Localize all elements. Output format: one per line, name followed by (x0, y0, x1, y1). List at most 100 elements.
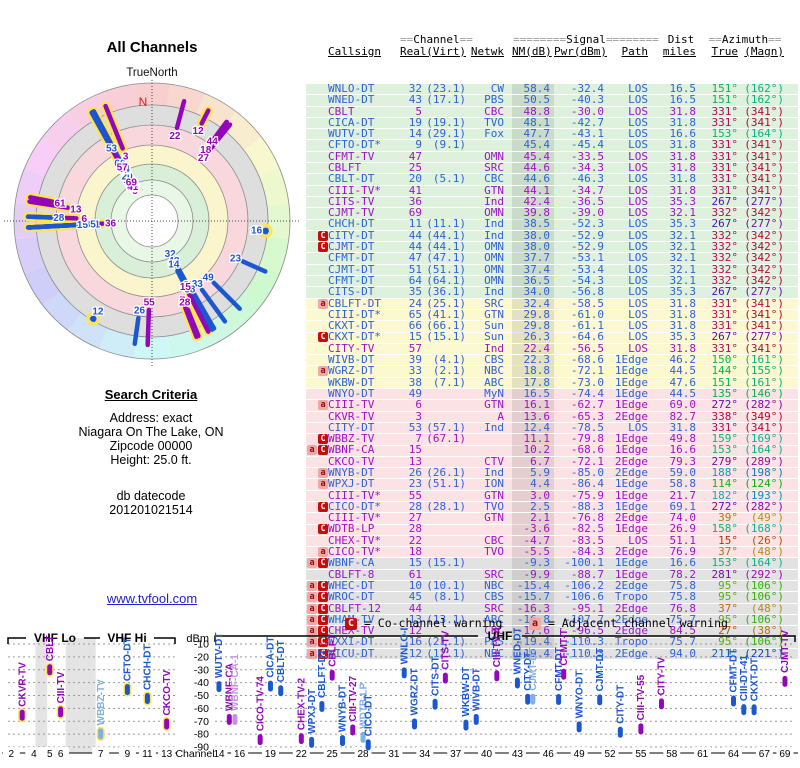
polar-bar (185, 307, 201, 339)
tvfool-link[interactable]: www.tvfool.com (106, 591, 198, 606)
tick-bg (158, 747, 176, 759)
station-label: WNED-DT (513, 628, 524, 675)
cell-path: 1Edge (614, 556, 648, 570)
cell-callsign: CITY-DT (328, 420, 375, 434)
cell-real: 57 (408, 341, 422, 355)
cell-netwk: PBS (484, 635, 504, 649)
cell-path: LOS (628, 533, 648, 547)
signal-pill (401, 667, 407, 679)
cell-callsign: WXXI-DT (328, 635, 375, 649)
cell-miles: 76.9 (669, 545, 697, 559)
cochannel-chip: C (345, 617, 357, 630)
channel-label: 13 (251, 226, 263, 237)
cell-real: 22 (408, 533, 422, 547)
signal-pill (638, 723, 644, 735)
polar-chart-title: All Channels (106, 39, 198, 56)
cell-magn-azimuth: (341°) (744, 319, 784, 333)
signal-pill (278, 685, 284, 697)
cell-callsign: WGRZ-DT (328, 364, 375, 378)
station-label: CJMT-DT (595, 648, 606, 691)
cell-real: 7 (415, 432, 422, 446)
signal-pill (412, 718, 418, 730)
cell-true-azimuth: 151° (711, 81, 739, 95)
cell-virt: (15.1) (426, 556, 466, 570)
cell-miles: 49.8 (669, 432, 697, 446)
station-table: ==Channel== ========Signal======== Dist ==A… (306, 8, 798, 686)
cell-miles: 74.0 (669, 511, 697, 525)
cell-path: LOS (628, 285, 648, 299)
station-label: WGRZ-DT (410, 668, 421, 715)
table-row: a C WBNF-CA 15 10.2 -68.6 1Edge 16.6 153° (164°) (306, 445, 798, 457)
cell-callsign: WNYO-DT (328, 386, 375, 400)
cell-callsign: WKBW-DT (328, 375, 375, 389)
cell-path: LOS (628, 251, 648, 265)
cell-real: 55 (408, 488, 422, 502)
station-label: CKXT-DT (749, 658, 760, 701)
station-label: WDTB-LP (358, 682, 369, 728)
table-row: CIII-TV* 55 GTN 3.0 -75.9 1Edge 21.7 182° (193°) (306, 488, 798, 502)
tick-bg (725, 747, 742, 759)
cell-netwk: CBC (484, 624, 504, 638)
table-row: WNYO-DT 49 MyN 16.5 -74.4 1Edge 44.5 135° (146°) (306, 386, 798, 401)
compass-rim-sector (133, 83, 171, 106)
adjacent-chip: a (318, 298, 328, 309)
cell-real: 28 (408, 522, 422, 536)
cell-pwr: -86.4 (570, 477, 604, 491)
cell-nm: -5.5 (512, 546, 554, 558)
cell-netwk: TVO (484, 545, 504, 559)
cell-netwk: Ind (484, 341, 504, 355)
cell-marker: C (306, 242, 328, 253)
cell-path: 1Edge (614, 432, 648, 446)
compass-rim-sector (259, 236, 289, 274)
cell-pwr: -72.1 (570, 364, 604, 378)
table-row: WKBW-DT 38 (7.1) ABC 17.8 -73.0 1Edge 47.6 151° (… (306, 375, 798, 390)
channel-tick: 34 (419, 749, 431, 760)
signal-pill (144, 692, 150, 704)
cell-path: LOS (628, 319, 648, 333)
cell-netwk: Ind (484, 217, 504, 231)
table-row: a WPXJ-DT 23 (51.1) ION 4.4 -86.4 1Edge 58.8 114°… (306, 477, 798, 491)
header-virt: (Virt) (426, 44, 466, 58)
cell-pwr: -53.1 (570, 251, 604, 265)
polar-dot (262, 227, 269, 235)
cell-callsign: WHEC-DT (328, 578, 375, 592)
channel-label: 47 (128, 183, 140, 194)
cell-magn-azimuth: (341°) (744, 307, 784, 321)
table-row: CHCH-DT 11 (11.1) Ind 38.5 -52.3 LOS 35.3 267° (2… (306, 217, 798, 231)
cell-real: 47 (408, 149, 422, 163)
cell-miles: 31.8 (669, 115, 697, 129)
header-miles: miles (662, 44, 696, 58)
cell-callsign: CICO-DT* (328, 499, 381, 513)
station-label: CJMT-TV (780, 630, 791, 673)
cell-callsign: WPXJ-DT (328, 477, 375, 491)
cell-true-azimuth: 332° (711, 262, 739, 276)
cell-miles: 58.8 (669, 477, 697, 491)
table-row: a CICO-TV* 18 TVO -5.5 -84.3 2Edge 76.9 37° (48°) (306, 545, 798, 559)
cell-pwr: -52.9 (570, 240, 604, 254)
cell-magn-azimuth: (342°) (744, 240, 784, 254)
cell-miles: 16.6 (669, 556, 697, 570)
channel-tick: 67 (759, 749, 771, 760)
cell-nm: 45.4 (512, 140, 554, 151)
cell-marker: a (306, 400, 328, 411)
table-row: CKVR-TV 3 A 13.6 -65.3 2Edge 82.7 338° (349°) (306, 411, 798, 423)
cell-pwr: -64.6 (570, 330, 604, 344)
tick-bg (694, 747, 712, 759)
cell-magn-azimuth: (38°) (750, 624, 784, 638)
channel-tick: 69 (779, 749, 791, 760)
cell-magn-azimuth: (168°) (744, 522, 784, 536)
cell-netwk: SRC (484, 567, 504, 581)
cell-marker: a (306, 468, 328, 479)
cell-path: LOS (628, 104, 648, 118)
signal-pill (731, 695, 736, 707)
channel-label: 64 (119, 164, 131, 175)
cell-real: 14 (408, 127, 422, 141)
tick-bg (2, 747, 20, 759)
station-label: CITS-DT (430, 656, 441, 695)
channel-label: 15 (77, 220, 89, 231)
cell-real: 38 (408, 375, 422, 389)
uhf-label: UHF (488, 629, 513, 643)
signal-pill (216, 681, 222, 693)
signal-pill (257, 734, 263, 746)
